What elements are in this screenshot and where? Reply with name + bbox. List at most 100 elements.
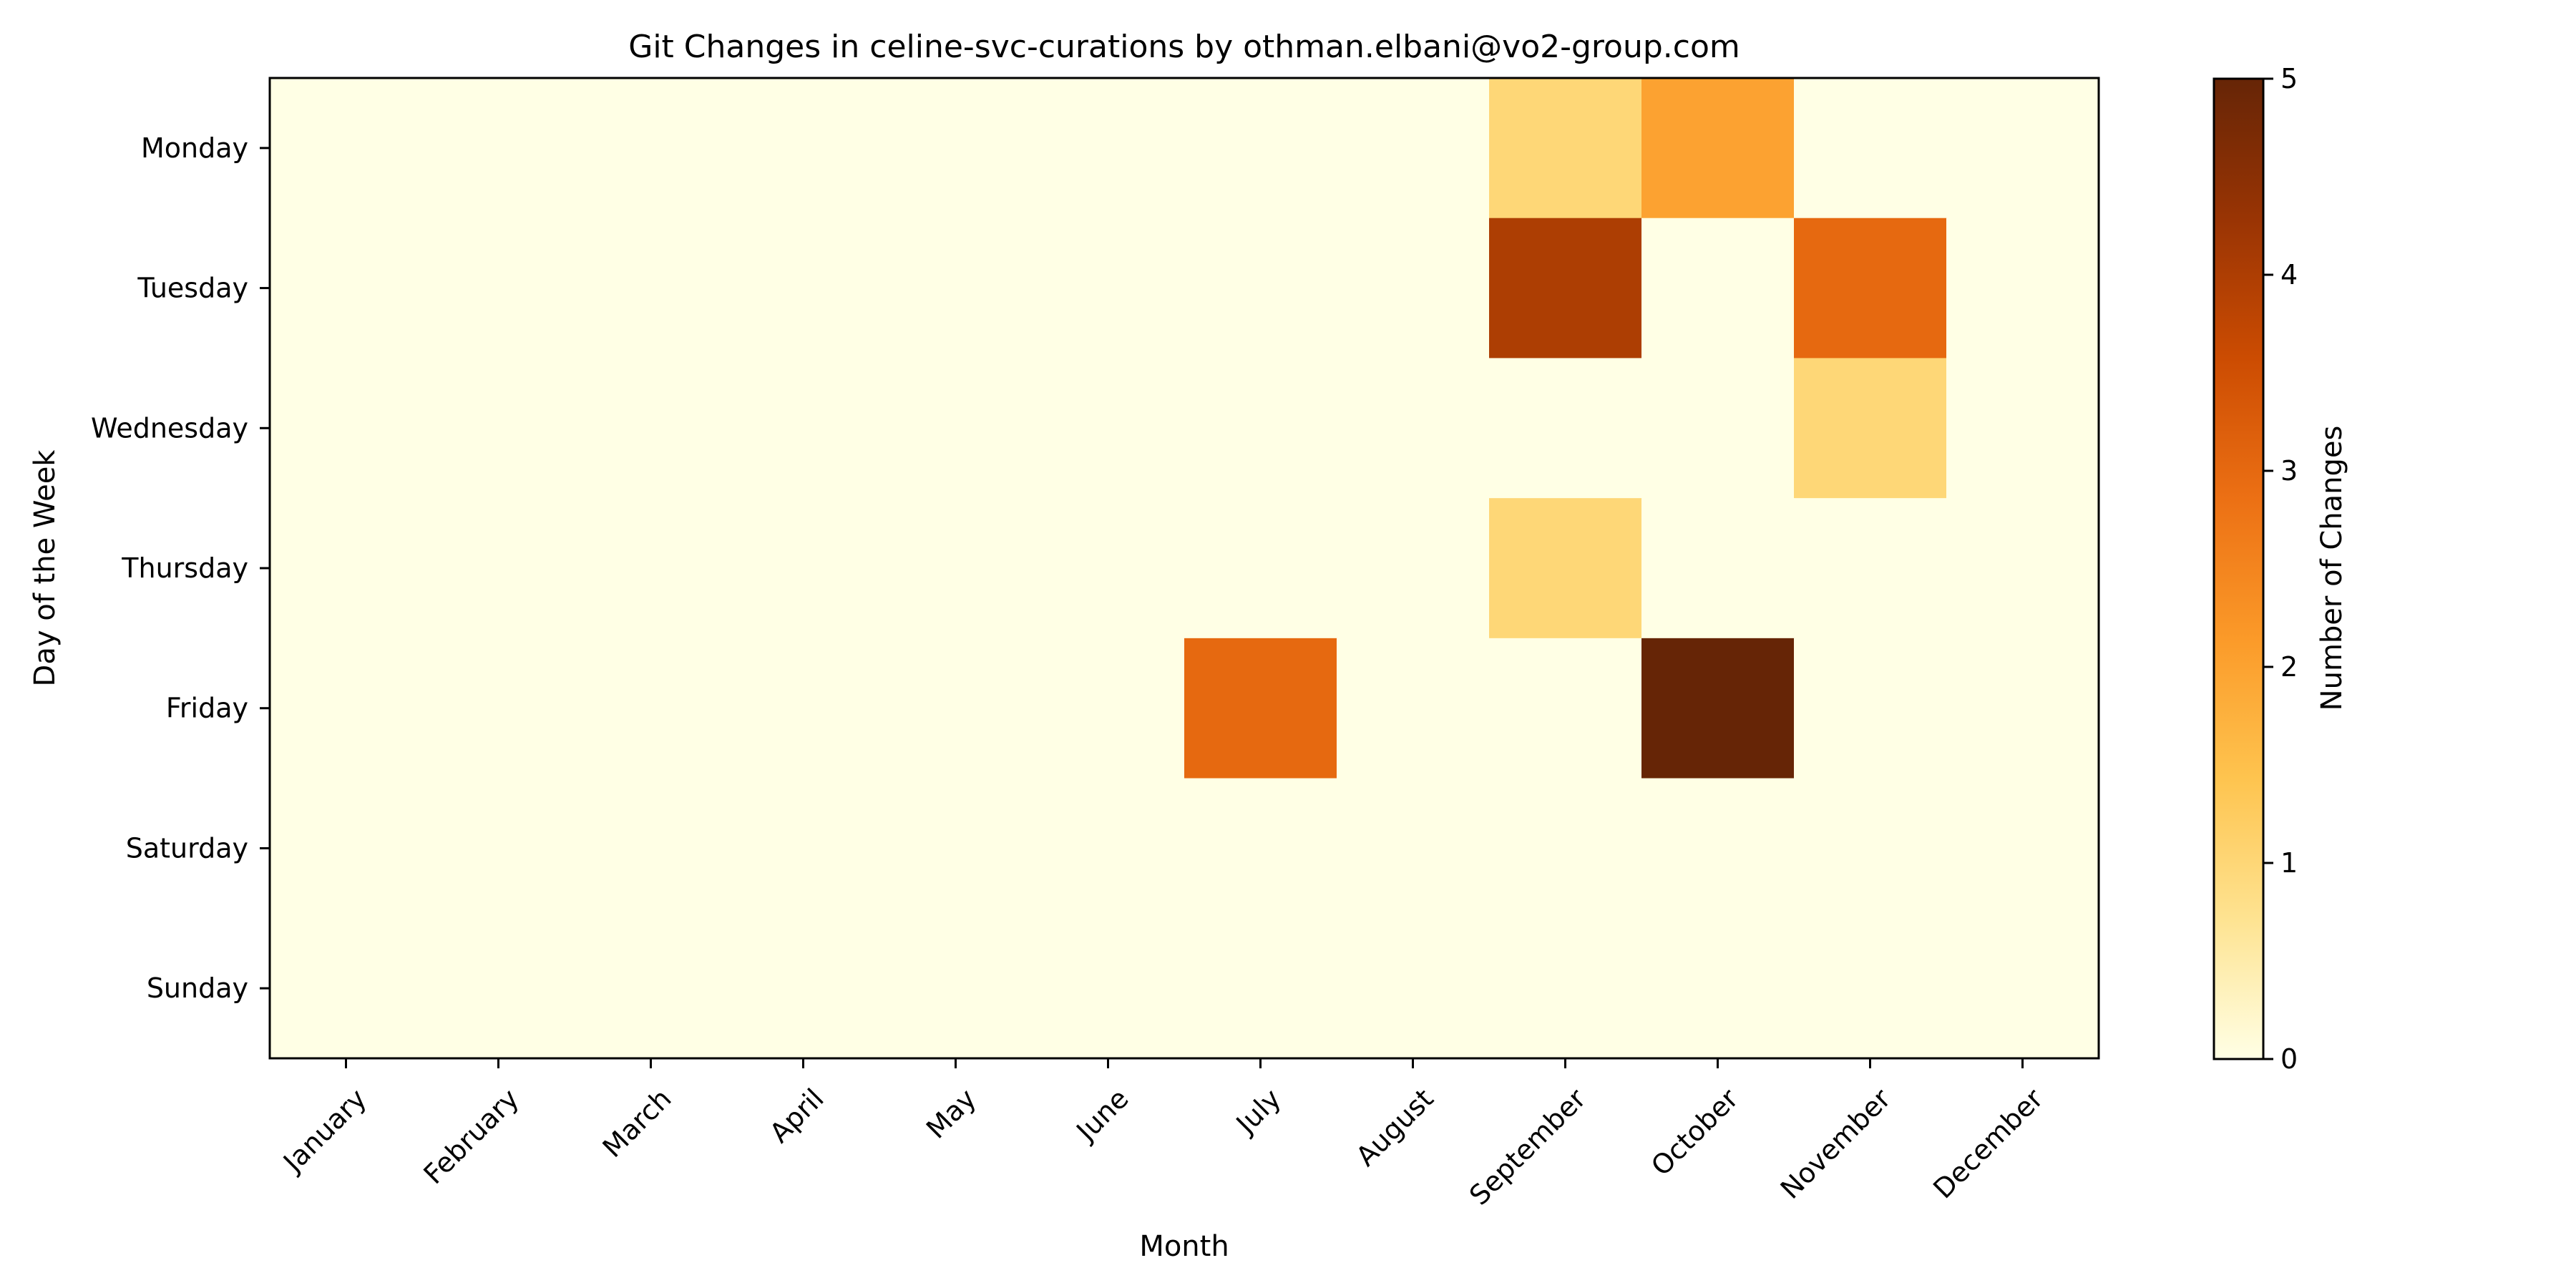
heatmap-cell: [575, 218, 728, 359]
heatmap-cell: [1032, 638, 1185, 779]
heatmap-cell: [575, 638, 728, 779]
heatmap-cell: [1641, 78, 1795, 219]
heatmap-cell: [1946, 358, 2099, 499]
x-tick-label: August: [1350, 1083, 1440, 1172]
x-tick-label: October: [1645, 1083, 1745, 1182]
heatmap-cell: [575, 778, 728, 919]
heatmap-cell: [1641, 778, 1795, 919]
colorbar: [2212, 77, 2265, 1060]
heatmap-cell: [1337, 778, 1490, 919]
heatmap-cell: [270, 78, 423, 219]
heatmap-cell: [1641, 918, 1795, 1059]
heatmap-cell: [879, 218, 1033, 359]
heatmap-cell: [1184, 218, 1337, 359]
heatmap-cell: [1184, 358, 1337, 499]
heatmap-cell: [270, 778, 423, 919]
heatmap-cell: [1184, 498, 1337, 639]
heatmap-cell: [422, 638, 575, 779]
heatmap-cell: [1946, 78, 2099, 219]
heatmap-cell: [270, 918, 423, 1059]
heatmap-cell: [1032, 218, 1185, 359]
heatmap-cell: [1489, 918, 1642, 1059]
heatmap-cell: [1641, 638, 1795, 779]
y-tick-label: Saturday: [126, 832, 248, 864]
y-tick-label: Friday: [166, 693, 248, 724]
heatmap-cell: [1489, 358, 1642, 499]
heatmap-cell: [1794, 638, 1947, 779]
heatmap-cell: [1794, 918, 1947, 1059]
x-tick-label: June: [1070, 1083, 1135, 1148]
x-tick-label: April: [763, 1083, 830, 1149]
heatmap-cell: [1337, 498, 1490, 639]
heatmap-cell: [727, 638, 880, 779]
heatmap-cell: [879, 918, 1033, 1059]
y-tick-label: Thursday: [121, 552, 248, 584]
heatmap-cell: [1794, 498, 1947, 639]
heatmap-cell: [422, 78, 575, 219]
y-tick-label: Monday: [141, 132, 248, 164]
x-tick-label: May: [920, 1083, 982, 1145]
heatmap-cell: [727, 918, 880, 1059]
heatmap-cell: [1489, 78, 1642, 219]
x-tick-label: February: [417, 1083, 525, 1190]
x-tick-label: July: [1229, 1083, 1287, 1141]
heatmap-cell: [422, 498, 575, 639]
heatmap-cell: [1946, 218, 2099, 359]
heatmap-cell: [1489, 778, 1642, 919]
x-tick-label: December: [1927, 1083, 2049, 1205]
x-axis-label: Month: [1139, 1230, 1229, 1263]
x-axis-ticks: January February March April May June July Augu…: [276, 1058, 2049, 1211]
heatmap-cell: [1946, 638, 2099, 779]
y-axis-ticks: Monday Tuesday Wednesday Thursday Friday Satu…: [91, 132, 270, 1004]
heatmap-cell: [1794, 78, 1947, 219]
heatmap-cell: [1032, 498, 1185, 639]
heatmap-cell: [270, 498, 423, 639]
heatmap-cell: [1337, 638, 1490, 779]
heatmap-cell: [1489, 638, 1642, 779]
x-tick-label: March: [597, 1083, 678, 1163]
heatmap-cell: [1184, 638, 1337, 779]
heatmap-cells: [270, 78, 2099, 1059]
heatmap-cell: [879, 78, 1033, 219]
heatmap-cell: [422, 358, 575, 499]
heatmap-cell: [1032, 918, 1185, 1059]
heatmap-cell: [1337, 78, 1490, 219]
heatmap-cell: [1641, 498, 1795, 639]
colorbar-tick-label: 2: [2280, 651, 2298, 683]
heatmap-cell: [422, 918, 575, 1059]
heatmap-cell: [422, 778, 575, 919]
heatmap-cell: [1032, 78, 1185, 219]
heatmap-cell: [1184, 78, 1337, 219]
colorbar-tick-label: 4: [2280, 259, 2298, 291]
heatmap-cell: [1489, 218, 1642, 359]
y-tick-label: Sunday: [147, 972, 248, 1004]
heatmap-cell: [1794, 218, 1947, 359]
heatmap-cell: [270, 358, 423, 499]
x-tick-label: September: [1463, 1083, 1592, 1211]
colorbar-tick-label: 1: [2280, 847, 2298, 879]
heatmap-cell: [727, 358, 880, 499]
heatmap-cell: [1184, 918, 1337, 1059]
y-axis-label: Day of the Week: [29, 449, 62, 687]
heatmap-cell: [1946, 918, 2099, 1059]
heatmap-cell: [1032, 778, 1185, 919]
colorbar-tick-label: 3: [2280, 455, 2298, 487]
heatmap-cell: [575, 498, 728, 639]
heatmap-cell: [575, 918, 728, 1059]
x-tick-label: November: [1775, 1083, 1897, 1205]
heatmap-cell: [1794, 778, 1947, 919]
heatmap-cell: [1337, 218, 1490, 359]
colorbar-tick-label: 0: [2280, 1043, 2298, 1075]
y-tick-label: Wednesday: [91, 412, 248, 444]
heatmap-cell: [575, 78, 728, 219]
colorbar-tick-label: 5: [2280, 63, 2298, 94]
chart-title: Git Changes in celine-svc-curations by o…: [628, 29, 1740, 65]
heatmap-cell: [1946, 498, 2099, 639]
heatmap-cell: [1794, 358, 1947, 499]
heatmap-cell: [422, 218, 575, 359]
heatmap-cell: [270, 638, 423, 779]
heatmap-cell: [727, 498, 880, 639]
heatmap-cell: [1032, 358, 1185, 499]
heatmap-cell: [879, 638, 1033, 779]
heatmap-cell: [270, 218, 423, 359]
